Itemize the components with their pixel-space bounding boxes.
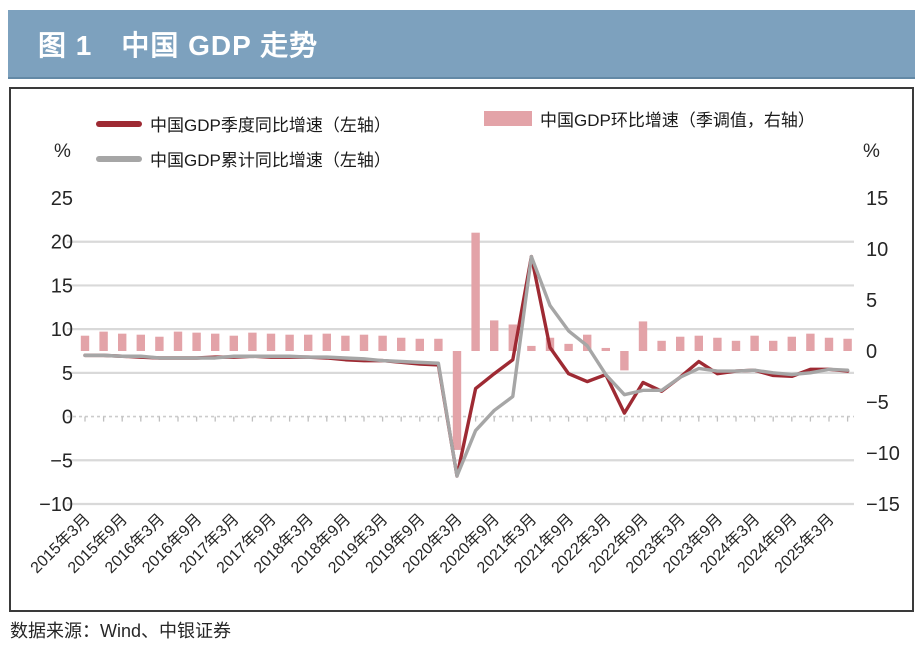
legend-item-cumulative-yoy: 中国GDP累计同比增速（左轴） <box>96 146 391 171</box>
cumulative-yoy-line <box>83 254 850 478</box>
quarterly-yoy-line <box>83 254 850 478</box>
legend-item-qoq-sa: 中国GDP环比增速（季调值，右轴） <box>484 106 815 131</box>
svg-text:5: 5 <box>866 290 877 312</box>
svg-text:0: 0 <box>866 341 877 363</box>
svg-text:−10: −10 <box>866 443 900 465</box>
svg-text:10: 10 <box>51 319 73 341</box>
svg-text:15: 15 <box>51 275 73 297</box>
legend-label-quarterly-yoy: 中国GDP季度同比增速（左轴） <box>150 116 391 135</box>
svg-text:5: 5 <box>62 363 73 385</box>
chart-container: 25 20 15 10 5 0 −5 −10 15 10 5 0 −5 −10 −15 2015年3月 2015… <box>9 87 914 612</box>
right-axis-ticks: 15 10 5 0 −5 −10 −15 <box>866 188 900 516</box>
svg-text:25: 25 <box>51 188 73 210</box>
cumulative-line-swatch-icon <box>96 155 142 162</box>
zero-axis-line <box>67 415 854 422</box>
figure-title-bar: 图 1 中国 GDP 走势 <box>8 10 915 79</box>
svg-text:−15: −15 <box>866 494 900 516</box>
svg-text:−10: −10 <box>39 494 73 516</box>
svg-text:10: 10 <box>866 239 888 261</box>
quarterly-line-swatch-icon <box>96 120 142 127</box>
svg-text:−5: −5 <box>866 392 889 414</box>
svg-text:0: 0 <box>62 407 73 429</box>
left-axis-unit: % <box>54 141 71 162</box>
svg-text:15: 15 <box>866 188 888 210</box>
svg-text:20: 20 <box>51 232 73 254</box>
figure-title: 图 1 中国 GDP 走势 <box>38 29 319 61</box>
gdp-combo-chart: 25 20 15 10 5 0 −5 −10 15 10 5 0 −5 −10 −15 2015年3月2015… <box>27 188 900 577</box>
data-source-note: 数据来源：Wind、中银证券 <box>10 621 232 641</box>
qoq-bar-series <box>80 232 852 450</box>
right-axis-unit: % <box>863 141 880 162</box>
svg-text:−5: −5 <box>50 450 73 472</box>
left-axis-ticks: 25 20 15 10 5 0 −5 −10 <box>39 188 73 516</box>
x-axis-ticks: 2015年3月2015年9月2016年3月2016年9月2017年3月2017年… <box>27 510 838 577</box>
legend-label-cumulative-yoy: 中国GDP累计同比增速（左轴） <box>150 151 391 170</box>
legend-item-quarterly-yoy: 中国GDP季度同比增速（左轴） <box>96 111 391 136</box>
legend-label-qoq-sa: 中国GDP环比增速（季调值，右轴） <box>540 111 815 130</box>
qoq-bar-swatch-icon <box>484 111 532 126</box>
